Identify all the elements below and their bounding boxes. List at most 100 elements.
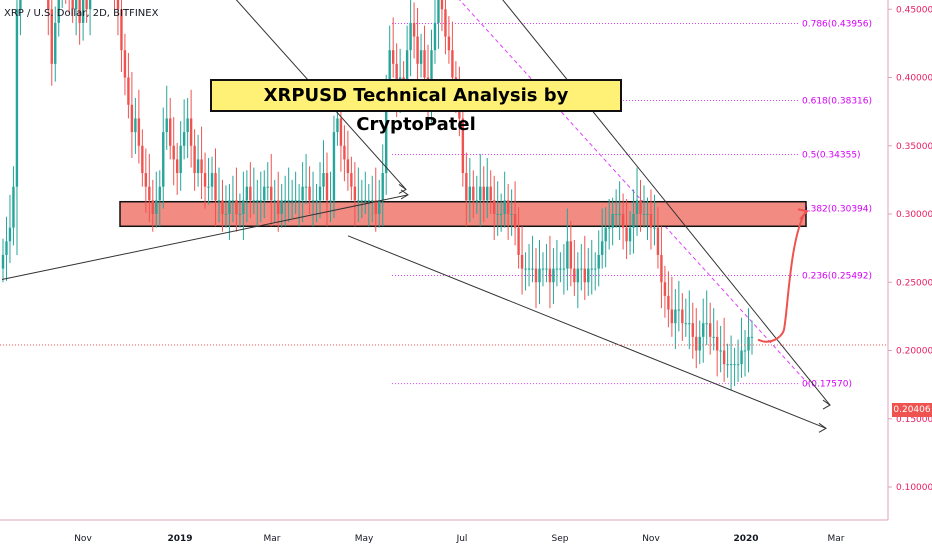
y-tick-label: 0.40000 bbox=[896, 74, 932, 84]
candle-body bbox=[750, 336, 754, 338]
candle-body bbox=[552, 268, 555, 283]
candle-body bbox=[587, 268, 590, 283]
candle-body bbox=[433, 22, 437, 51]
candle-body bbox=[193, 145, 196, 174]
candle-body bbox=[388, 50, 391, 92]
candle-body bbox=[656, 227, 660, 255]
candle-body bbox=[280, 200, 283, 214]
candle-body bbox=[200, 159, 203, 174]
candle-body bbox=[179, 145, 182, 174]
candle-body bbox=[653, 227, 656, 229]
candle-body bbox=[329, 200, 332, 202]
candle-body bbox=[120, 9, 123, 51]
candle-body bbox=[607, 227, 611, 229]
candle-body bbox=[684, 323, 688, 325]
candle-body bbox=[468, 186, 472, 201]
candle-body bbox=[364, 200, 367, 202]
candle-body bbox=[19, 0, 22, 10]
candle-body bbox=[475, 200, 478, 202]
candle-body bbox=[172, 145, 175, 160]
candle-body bbox=[336, 118, 339, 133]
current-price-label: 0.20406 bbox=[892, 403, 932, 417]
x-tick-label: Mar bbox=[828, 534, 845, 544]
candle-body bbox=[726, 364, 729, 366]
candle-body bbox=[646, 214, 649, 215]
candle-body bbox=[287, 200, 290, 202]
candle-body bbox=[182, 132, 186, 146]
annotation-title: XRPUSD Technical Analysis by CryptoPatel bbox=[210, 79, 622, 135]
candle-body bbox=[325, 173, 329, 201]
candle-body bbox=[127, 77, 130, 105]
trendline bbox=[347, 235, 827, 429]
candle-body bbox=[625, 227, 628, 242]
candle-body bbox=[391, 50, 395, 64]
candle-body bbox=[357, 200, 360, 202]
candle-body bbox=[273, 200, 276, 202]
candle-body bbox=[332, 132, 336, 201]
candle-body bbox=[712, 336, 715, 338]
candle-body bbox=[210, 173, 214, 187]
candle-body bbox=[144, 173, 148, 187]
candle-body bbox=[583, 268, 586, 283]
candle-body bbox=[674, 309, 677, 324]
candle-body bbox=[562, 268, 566, 270]
candle-body bbox=[263, 186, 266, 201]
candle-body bbox=[311, 200, 315, 202]
candle-body bbox=[214, 173, 217, 201]
candle-body bbox=[632, 214, 635, 228]
candle-body bbox=[482, 186, 485, 201]
candle-body bbox=[235, 200, 238, 214]
candle-body bbox=[371, 200, 374, 202]
candle-body bbox=[165, 118, 168, 133]
x-tick-label: 2019 bbox=[167, 534, 192, 544]
candle-body bbox=[461, 118, 465, 174]
candle-body bbox=[642, 214, 646, 215]
candle-body bbox=[719, 350, 722, 352]
candle-body bbox=[677, 309, 681, 311]
candle-body bbox=[57, 0, 60, 23]
candle-body bbox=[555, 268, 559, 270]
x-tick-label: May bbox=[355, 534, 374, 544]
fib-level-label: 0.382(0.30394) bbox=[802, 205, 872, 215]
candle-body bbox=[569, 241, 573, 269]
candle-body bbox=[374, 200, 377, 214]
candle-body bbox=[405, 50, 409, 92]
candle-body bbox=[496, 214, 499, 215]
candle-body bbox=[520, 254, 524, 269]
candle-body bbox=[524, 268, 527, 270]
candle-body bbox=[343, 145, 346, 160]
candle-body bbox=[277, 200, 280, 214]
candle-body bbox=[472, 186, 475, 201]
candle-body bbox=[660, 254, 663, 283]
x-tick-label: Nov bbox=[642, 534, 660, 544]
candle-body bbox=[729, 364, 733, 366]
candle-body bbox=[698, 336, 701, 351]
candle-body bbox=[702, 323, 705, 337]
candle-body bbox=[54, 22, 57, 64]
candle-body bbox=[339, 118, 343, 146]
candle-body bbox=[360, 200, 364, 202]
candle-body bbox=[604, 227, 607, 242]
candle-body bbox=[681, 309, 684, 324]
candle-body bbox=[203, 173, 207, 187]
candle-body bbox=[416, 36, 419, 64]
candle-body bbox=[740, 350, 743, 365]
y-tick-label: 0.35000 bbox=[896, 142, 932, 152]
fib-level-label: 0.786(0.43956) bbox=[802, 20, 872, 30]
candle-body bbox=[447, 36, 451, 51]
candle-body bbox=[315, 200, 318, 202]
fib-level-label: 0.5(0.34355) bbox=[802, 151, 861, 161]
candle-body bbox=[74, 0, 78, 10]
candle-body bbox=[705, 323, 708, 325]
candle-body bbox=[649, 214, 653, 228]
candle-body bbox=[318, 186, 322, 201]
candle-body bbox=[116, 0, 120, 10]
candle-body bbox=[559, 268, 562, 270]
candle-body bbox=[5, 241, 8, 255]
candle-body bbox=[256, 200, 259, 202]
candle-body bbox=[228, 200, 231, 214]
candle-body bbox=[409, 22, 412, 51]
candle-body bbox=[527, 268, 531, 270]
trendline bbox=[235, 0, 407, 190]
